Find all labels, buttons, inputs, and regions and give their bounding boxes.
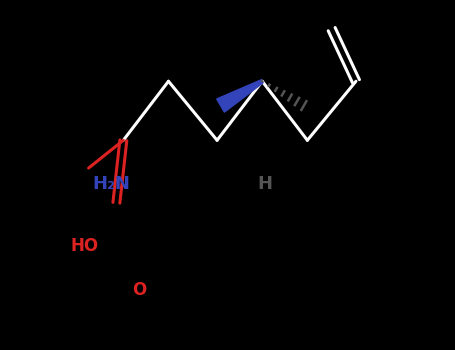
Text: H: H — [257, 175, 272, 193]
Polygon shape — [217, 80, 263, 112]
Text: HO: HO — [71, 237, 99, 255]
Text: H₂N: H₂N — [92, 175, 130, 193]
Text: O: O — [132, 281, 146, 299]
